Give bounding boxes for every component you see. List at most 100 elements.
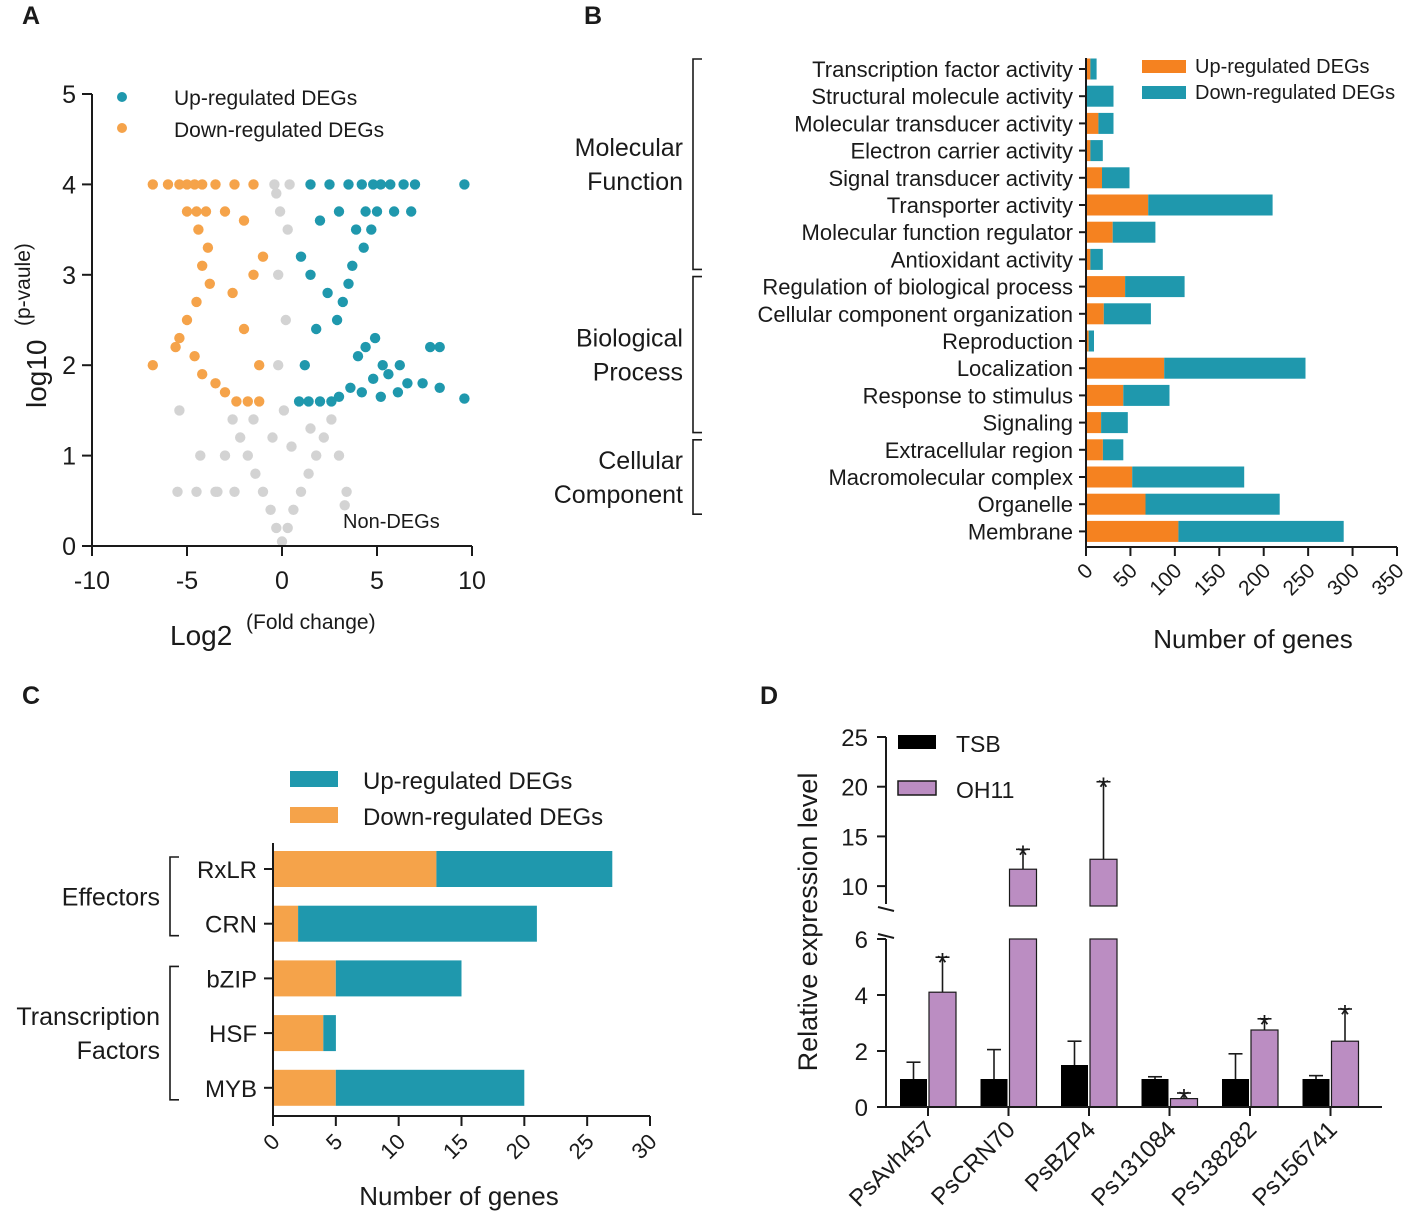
effector-bar-up-rxlr	[436, 851, 613, 887]
volcano-point-non-degs-7	[303, 468, 314, 479]
go-x-tick-label-5: 250	[1279, 559, 1320, 600]
qpcr-y-tick-label-lower-2: 4	[855, 983, 868, 1010]
qpcr-significance-psavh457: *	[937, 947, 948, 978]
volcano-point-non-degs-34	[278, 405, 290, 416]
volcano-point-down-regulated-degs-20	[210, 378, 221, 389]
go-bar-down-antioxidant-activity	[1090, 248, 1103, 270]
volcano-point-non-degs-28	[273, 269, 284, 280]
effector-x-tick-label-2: 10	[375, 1129, 410, 1164]
effector-x-tick-label-4: 20	[501, 1129, 536, 1164]
volcano-point-up-regulated-degs-33	[345, 382, 356, 393]
qpcr-x-label-pscrn70: PsCRN70	[926, 1116, 1021, 1211]
effector-bar-up-crn	[298, 905, 537, 942]
qpcr-x-label-ps131084: Ps131084	[1086, 1116, 1182, 1212]
effector-group-labels: Effectors Transcription Factors	[16, 856, 179, 1101]
volcano-point-up-regulated-degs-37	[314, 396, 326, 407]
volcano-point-up-regulated-degs-9	[371, 206, 383, 217]
volcano-point-up-regulated-degs-15	[343, 278, 354, 289]
qpcr-bar-oh11-lower-pscrn70	[1008, 938, 1038, 1108]
volcano-x-label-sup: (Fold change)	[246, 611, 376, 634]
volcano-point-up-regulated-degs-30	[392, 387, 404, 398]
volcano-y-label-base: log10	[21, 339, 52, 408]
go-bar-down-cellular-component-organization	[1103, 303, 1151, 325]
go-category-labels: Transcription factor activityStructural …	[757, 57, 1086, 544]
go-bar-down-transcription-factor-activity	[1090, 58, 1097, 80]
volcano-point-down-regulated-degs-18	[189, 351, 200, 362]
qpcr-y-tick-label-upper-1: 15	[841, 824, 868, 851]
volcano-legend-down-marker	[117, 123, 127, 133]
effector-bar-down-hsf	[273, 1015, 324, 1052]
volcano-point-non-degs-24	[174, 405, 185, 416]
volcano-y-tick-label-1: 1	[62, 443, 76, 471]
qpcr-bar-oh11-psavh457	[928, 991, 957, 1108]
qpcr-bar-tsb-psbzp4	[1061, 1065, 1088, 1107]
qpcr-axis-break-bottom	[877, 933, 895, 939]
go-group-label-0-1: Function	[587, 168, 683, 196]
effector-bar-down-rxlr	[273, 851, 437, 887]
volcano-point-down-regulated-degs-26	[238, 323, 250, 335]
qpcr-bars: * * * * * *	[900, 772, 1360, 1114]
qpcr-significance-ps138282: *	[1259, 1009, 1270, 1040]
volcano-point-non-degs-33	[274, 206, 286, 217]
volcano-point-non-degs-12	[235, 432, 246, 443]
volcano-point-up-regulated-degs-16	[337, 296, 348, 308]
qpcr-y-tick-label-upper-3: 25	[841, 725, 868, 752]
volcano-point-up-regulated-degs-17	[331, 314, 343, 326]
volcano-point-up-regulated-degs-39	[293, 396, 305, 407]
qpcr-x-label-ps156741: Ps156741	[1247, 1116, 1343, 1212]
volcano-point-up-regulated-degs-40	[299, 360, 310, 371]
volcano-x-label: Log2 (Fold change)	[170, 611, 376, 651]
volcano-point-up-regulated-degs-24	[377, 360, 388, 371]
volcano-point-up-regulated-degs-38	[303, 396, 314, 407]
qpcr-x-label-psbzp4: PsBZP4	[1020, 1116, 1101, 1197]
effector-x-tick-label-1: 5	[321, 1129, 347, 1155]
volcano-point-up-regulated-degs-45	[314, 215, 326, 226]
volcano-point-non-degs-3	[288, 504, 299, 515]
panel-label-d: D	[760, 682, 778, 710]
volcano-point-down-regulated-degs-32	[229, 179, 240, 190]
go-category-molecular-transducer-activity: Molecular transducer activity	[794, 111, 1073, 136]
volcano-point-down-regulated-degs-1	[162, 179, 174, 190]
effector-bar-down-crn	[273, 905, 299, 942]
qpcr-y-tick-label-upper-2: 20	[841, 775, 868, 802]
volcano-y-label-sup: (p-vaule)	[12, 243, 35, 326]
go-category-extracellular-region: Extracellular region	[885, 438, 1073, 463]
qpcr-x-label-psavh457: PsAvh457	[844, 1116, 940, 1212]
go-bar-down-signaling	[1101, 412, 1128, 434]
qpcr-bar-tsb-pscrn70	[980, 1079, 1008, 1107]
go-bar-up-signal-transducer-activity	[1086, 167, 1102, 189]
go-group-label-2-0: Cellular	[598, 447, 683, 475]
volcano-point-up-regulated-degs-26	[368, 373, 379, 384]
go-bar-up-organelle	[1086, 493, 1146, 515]
volcano-point-down-regulated-degs-14	[181, 314, 193, 326]
go-category-electron-carrier-activity: Electron carrier activity	[850, 139, 1073, 164]
volcano-point-down-regulated-degs-8	[200, 206, 212, 217]
go-group-bracket-1	[692, 275, 702, 434]
volcano-point-up-regulated-degs-48	[305, 179, 316, 190]
go-category-reproduction: Reproduction	[942, 329, 1073, 354]
volcano-point-down-regulated-degs-3	[181, 179, 193, 190]
go-category-transporter-activity: Transporter activity	[887, 193, 1073, 218]
volcano-point-down-regulated-degs-10	[202, 242, 214, 253]
go-category-organelle: Organelle	[978, 492, 1073, 517]
go-bar-down-organelle	[1145, 493, 1280, 515]
volcano-point-non-degs-15	[333, 450, 345, 461]
go-bar-up-reproduction	[1086, 330, 1089, 352]
volcano-point-down-regulated-degs-7	[191, 206, 202, 217]
qpcr-bar-oh11-lower-psbzp4	[1089, 938, 1118, 1108]
volcano-y-tick-label-3: 3	[62, 262, 76, 290]
volcano-point-non-degs-8	[250, 468, 261, 479]
volcano-legend-up-marker	[117, 92, 127, 102]
volcano-point-up-regulated-degs-11	[366, 224, 377, 235]
volcano-point-down-regulated-degs-2	[174, 179, 185, 190]
volcano-x-tick-label-1: -5	[176, 567, 198, 595]
go-bar-down-transporter-activity	[1148, 194, 1273, 216]
volcano-point-up-regulated-degs-36	[326, 396, 337, 407]
effector-category-bzip: bZIP	[206, 966, 257, 993]
volcano-point-down-regulated-degs-4	[189, 179, 200, 190]
volcano-point-non-degs-10	[242, 450, 253, 461]
go-legend-up-label: Up-regulated DEGs	[1195, 56, 1370, 78]
volcano-point-non-degs-36	[286, 441, 297, 452]
